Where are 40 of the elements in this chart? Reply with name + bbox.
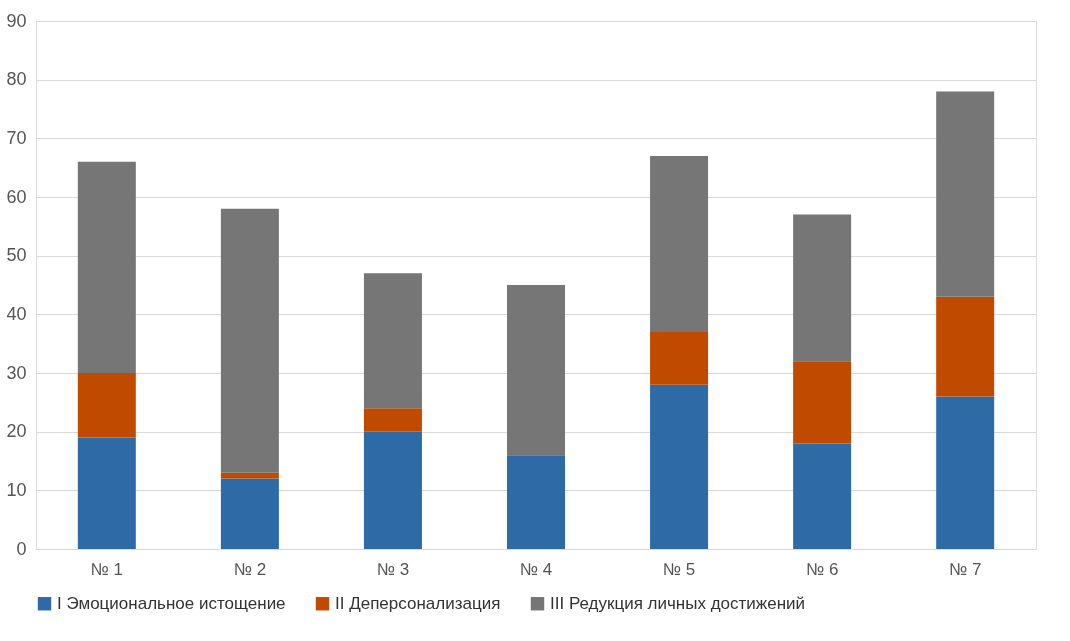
y-tick-label: 50 xyxy=(6,245,27,266)
bar xyxy=(650,155,709,332)
x-tick-label: № 7 xyxy=(948,559,982,579)
y-tick-label: 90 xyxy=(6,10,27,31)
bar xyxy=(363,273,422,409)
bar xyxy=(793,443,852,549)
bar xyxy=(363,431,422,549)
x-tick-label: № 5 xyxy=(662,559,696,579)
bar xyxy=(793,214,852,362)
x-tick-label: № 6 xyxy=(805,559,839,579)
bar xyxy=(650,384,709,549)
x-tick-label: № 3 xyxy=(376,559,410,579)
legend-label: II Деперсонализация xyxy=(335,593,501,613)
x-tick-label: № 4 xyxy=(519,559,553,579)
y-tick-label: 30 xyxy=(6,362,27,383)
bar xyxy=(363,408,422,432)
bar xyxy=(650,331,709,385)
y-tick-label: 40 xyxy=(6,303,27,324)
bar xyxy=(77,373,136,438)
bar xyxy=(936,91,995,297)
bar xyxy=(77,161,136,373)
bar xyxy=(793,361,852,444)
bar xyxy=(507,285,565,456)
legend-label: I Эмоциональное истощение xyxy=(57,593,286,613)
y-tick-label: 60 xyxy=(6,186,27,207)
bar xyxy=(77,437,136,549)
legend-label: III Редукция личных достижений xyxy=(550,593,806,613)
bar xyxy=(220,208,279,473)
bar xyxy=(220,478,279,549)
x-tick-label: № 1 xyxy=(90,559,124,579)
bar xyxy=(936,296,995,397)
y-tick-label: 20 xyxy=(6,421,27,442)
bar xyxy=(507,455,565,549)
x-tick-label: № 2 xyxy=(233,559,267,579)
y-tick-label: 0 xyxy=(16,538,27,559)
bar xyxy=(936,396,995,549)
y-tick-label: 10 xyxy=(6,479,27,500)
y-tick-label: 70 xyxy=(6,127,27,148)
y-tick-label: 80 xyxy=(6,69,27,90)
bar xyxy=(220,472,279,479)
